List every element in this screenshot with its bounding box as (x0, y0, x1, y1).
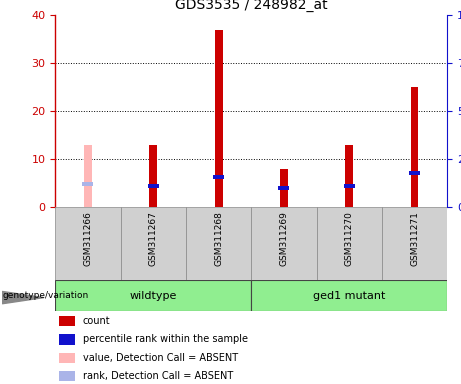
Bar (213, 175, 224, 179)
Polygon shape (2, 291, 44, 304)
Text: wildtype: wildtype (130, 291, 177, 301)
Bar (84, 145, 92, 207)
Text: value, Detection Call = ABSENT: value, Detection Call = ABSENT (83, 353, 238, 363)
Text: GSM311269: GSM311269 (279, 211, 289, 266)
Bar (186, 207, 251, 280)
Text: GSM311267: GSM311267 (149, 211, 158, 266)
Bar (59, 371, 75, 381)
Bar (278, 186, 290, 190)
Bar (59, 353, 75, 363)
Bar (344, 184, 355, 188)
Bar (59, 334, 75, 344)
Bar (409, 171, 420, 175)
Bar (251, 207, 317, 280)
Bar (55, 207, 121, 280)
Text: GSM311268: GSM311268 (214, 211, 223, 266)
Text: GSM311266: GSM311266 (83, 211, 93, 266)
Text: GSM311271: GSM311271 (410, 211, 419, 266)
Bar (149, 145, 157, 207)
Text: percentile rank within the sample: percentile rank within the sample (83, 334, 248, 344)
Bar (345, 145, 353, 207)
Bar (382, 207, 447, 280)
Bar (83, 182, 94, 186)
Title: GDS3535 / 248982_at: GDS3535 / 248982_at (175, 0, 328, 12)
Text: ged1 mutant: ged1 mutant (313, 291, 385, 301)
Text: genotype/variation: genotype/variation (2, 291, 89, 300)
Text: count: count (83, 316, 110, 326)
Bar (411, 88, 419, 207)
Bar (121, 207, 186, 280)
Bar (59, 316, 75, 326)
Bar (148, 184, 159, 188)
Text: GSM311270: GSM311270 (345, 211, 354, 266)
Bar (317, 207, 382, 280)
Bar (215, 30, 223, 207)
Bar (251, 280, 447, 311)
Bar (280, 169, 288, 207)
Text: rank, Detection Call = ABSENT: rank, Detection Call = ABSENT (83, 371, 233, 381)
Bar (55, 280, 251, 311)
